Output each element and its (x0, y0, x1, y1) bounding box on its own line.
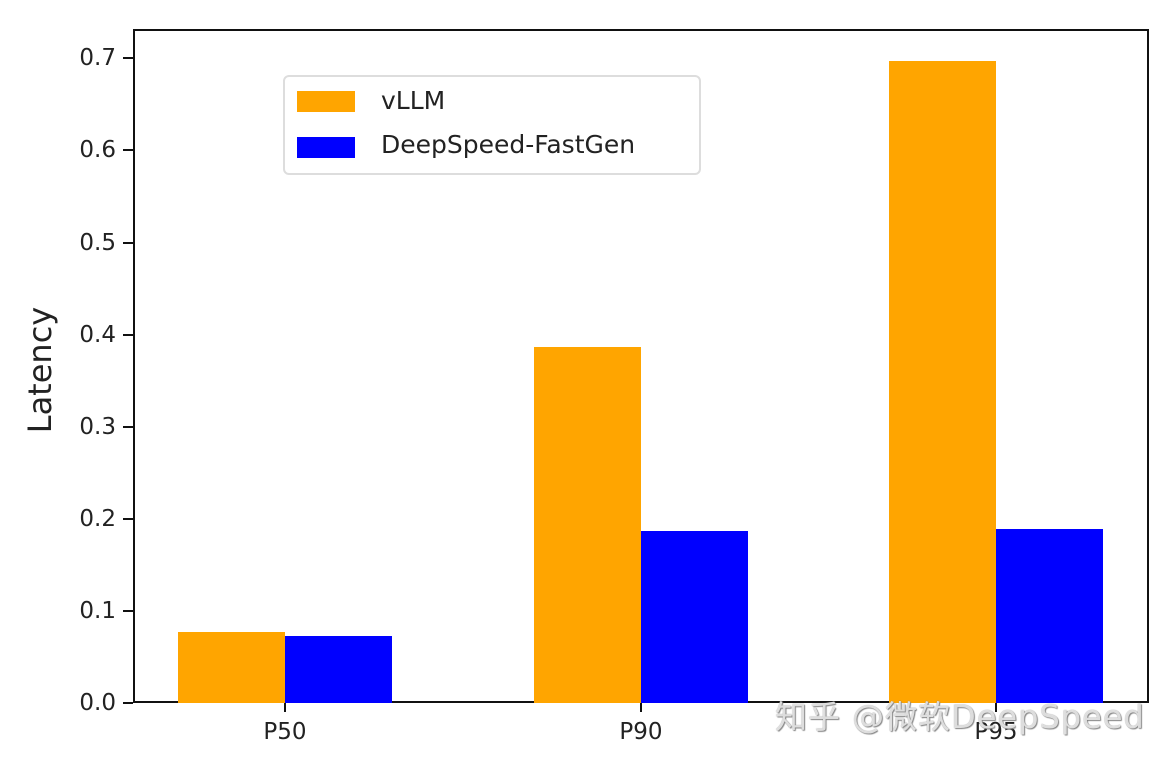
y-tick-mark (123, 425, 133, 428)
y-tick-mark (123, 241, 133, 244)
legend: vLLM DeepSpeed-FastGen (283, 75, 701, 175)
plot-area: vLLM DeepSpeed-FastGen (133, 29, 1149, 703)
x-tick-label: P90 (619, 719, 663, 745)
x-tick-label: P95 (974, 719, 1018, 745)
legend-swatch-fastgen (297, 137, 355, 158)
bar-p50-vllm (178, 632, 285, 703)
bar-p90-vllm (534, 347, 641, 703)
x-tick-label: P50 (263, 719, 307, 745)
bar-p50-fastgen (285, 635, 392, 703)
y-tick-label: 0.7 (79, 45, 116, 72)
bar-p95-fastgen (996, 528, 1103, 703)
y-tick-mark (123, 333, 133, 336)
legend-swatch-vllm (297, 91, 355, 112)
y-tick-mark (123, 517, 133, 520)
y-tick-label: 0.0 (79, 690, 116, 716)
y-tick-label: 0.1 (79, 597, 116, 624)
y-tick-label: 0.6 (79, 137, 116, 164)
y-tick-mark (123, 702, 133, 704)
y-tick-label: 0.3 (79, 413, 116, 440)
y-tick-label: 0.2 (79, 505, 116, 532)
bar-p90-fastgen (641, 530, 748, 703)
y-tick-mark (123, 57, 133, 60)
watermark: 知乎 @微软DeepSpeed (775, 698, 1145, 736)
y-tick-label: 0.5 (79, 229, 116, 256)
bar-p95-vllm (889, 61, 996, 703)
x-tick-mark (284, 703, 286, 712)
x-tick-mark (995, 703, 997, 712)
legend-label-vllm: vLLM (381, 86, 446, 115)
y-tick-mark (123, 149, 133, 152)
y-tick-mark (123, 609, 133, 612)
y-tick-label: 0.4 (79, 321, 116, 348)
legend-label-fastgen: DeepSpeed-FastGen (381, 130, 636, 159)
x-tick-mark (640, 703, 642, 712)
